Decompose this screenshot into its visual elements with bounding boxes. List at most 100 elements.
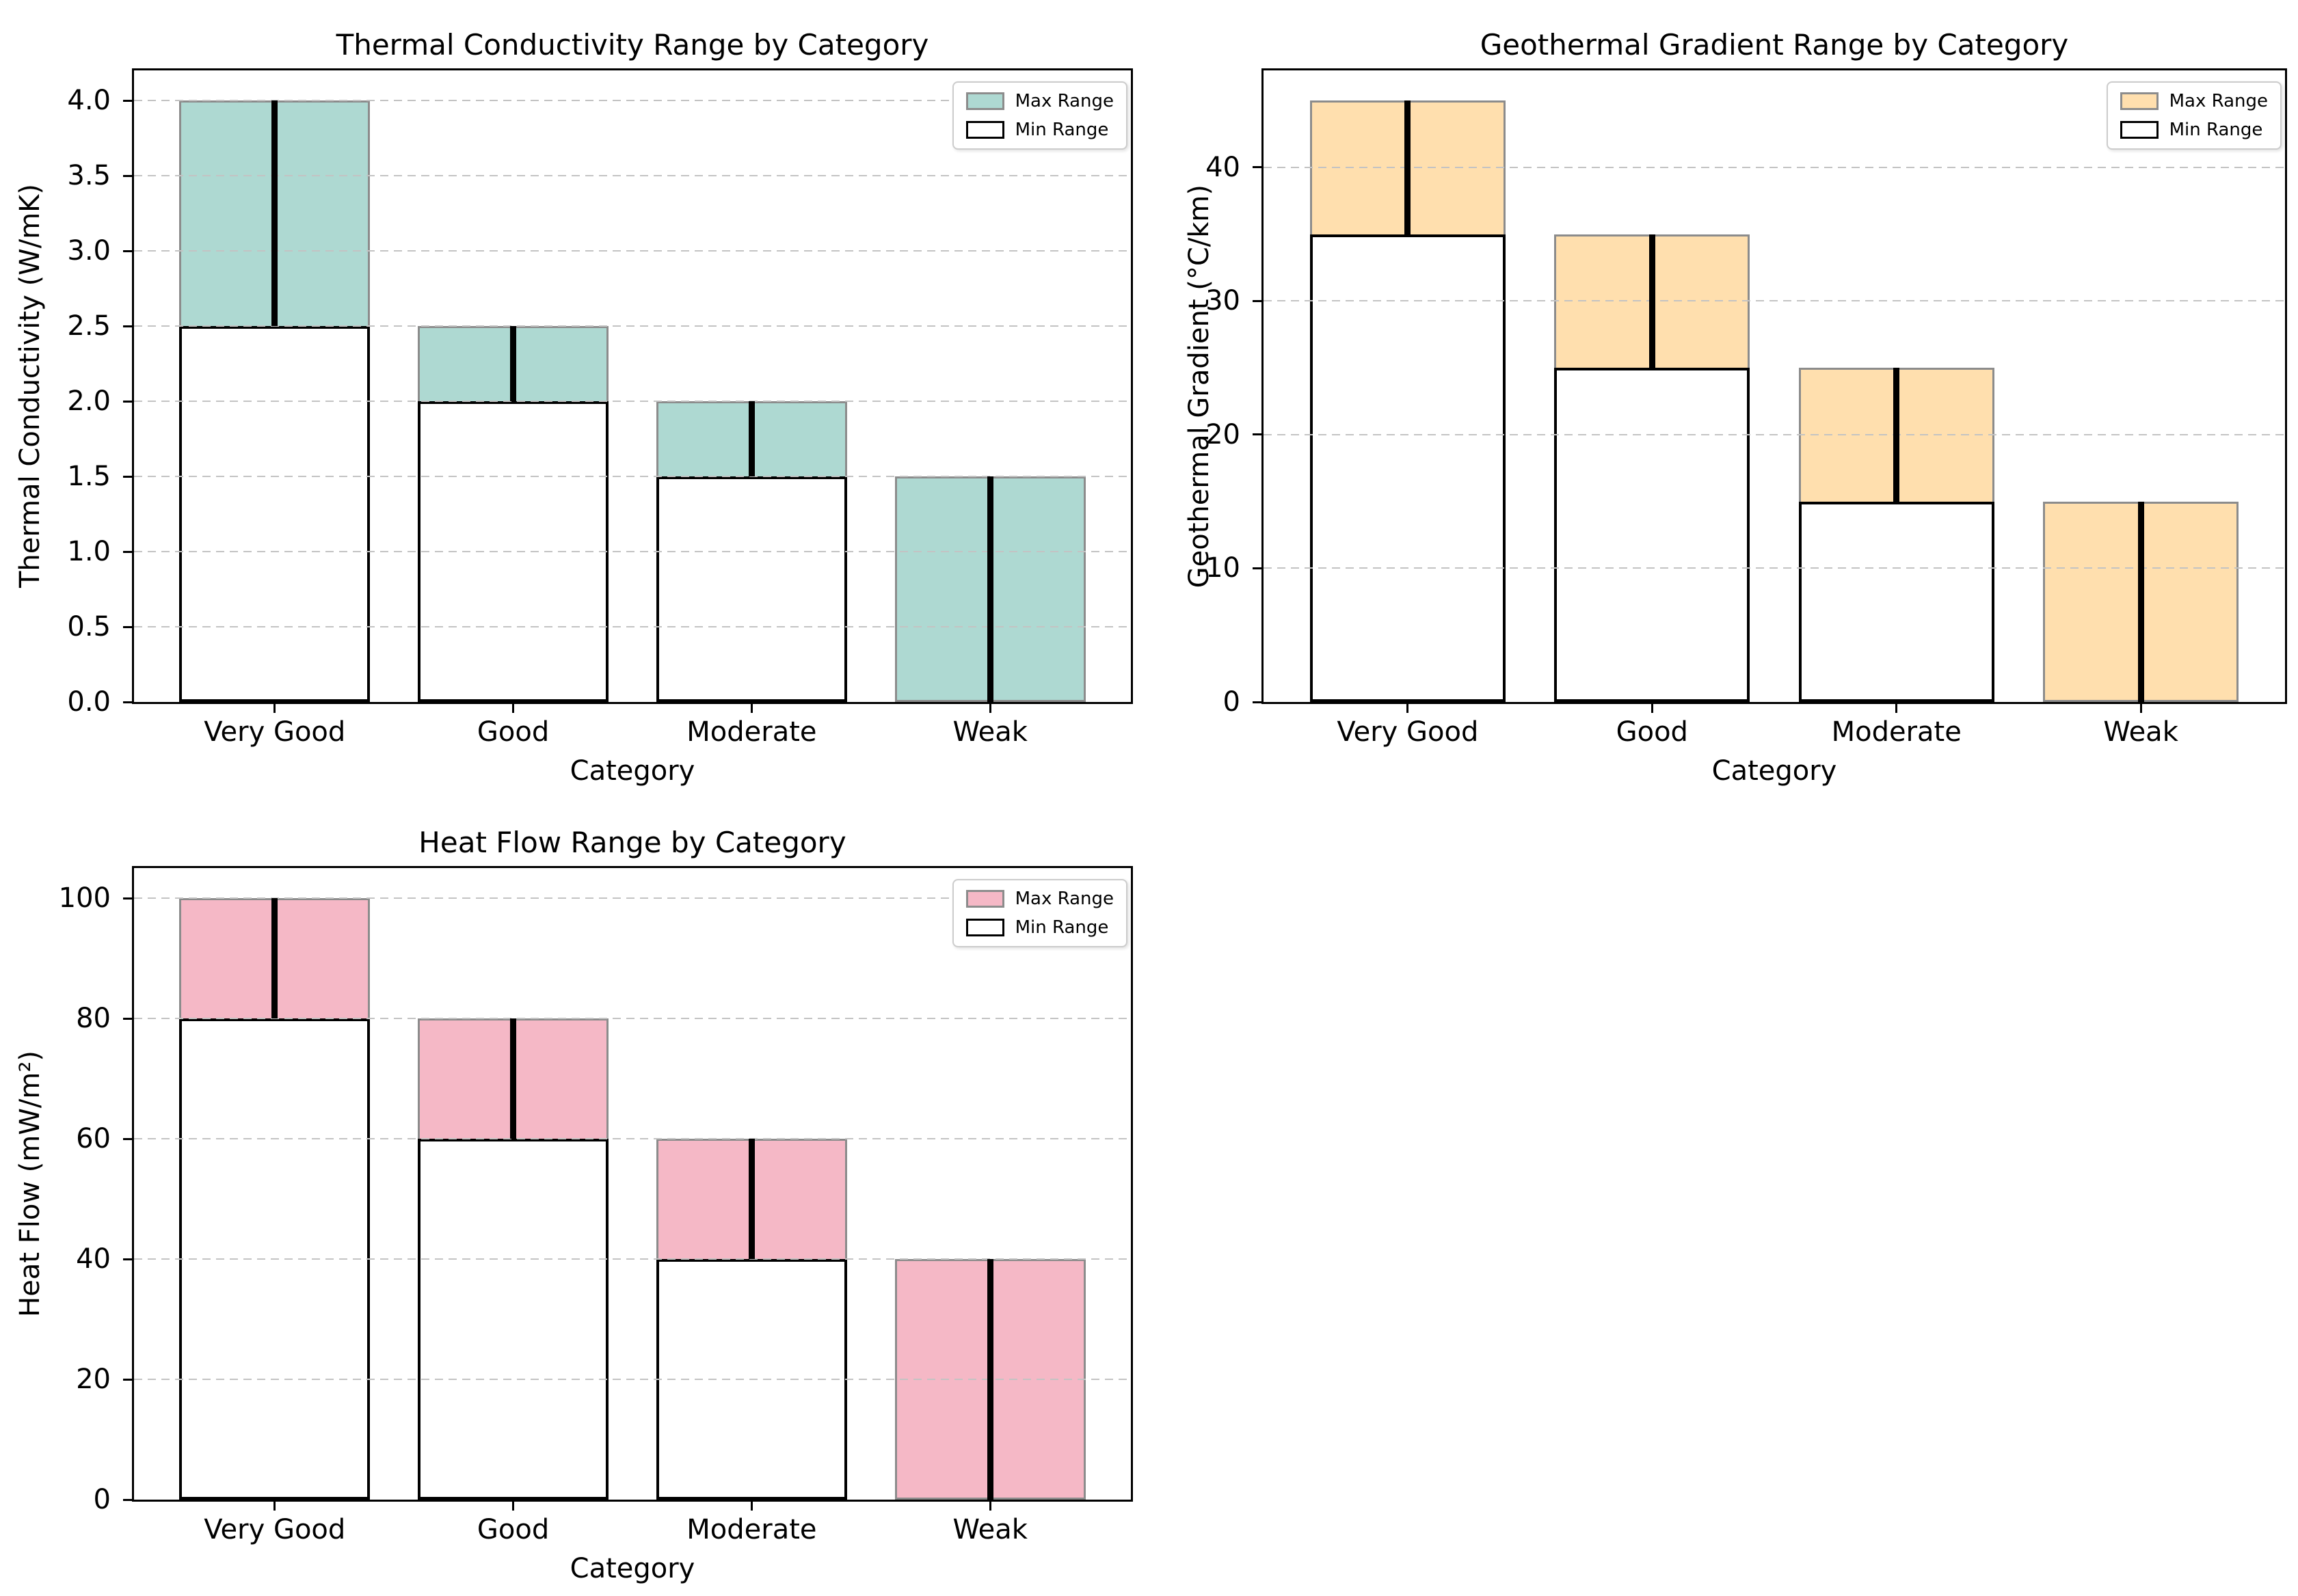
y-tick-label: 4.0 — [67, 85, 111, 116]
x-tick-mark — [512, 704, 515, 713]
y-tick-mark — [123, 99, 132, 102]
range-error-bar — [1648, 234, 1655, 368]
chart-title: Heat Flow Range by Category — [418, 826, 846, 859]
plot-area: Max Range Min Range 0 10 20 30 40 Very Good Go… — [1205, 68, 2287, 746]
min-range-bar — [656, 1259, 847, 1500]
legend-item-min: Min Range — [965, 919, 1114, 936]
x-tick-mark — [750, 1502, 753, 1511]
plot-area: Max Range Min Range 0.0 0.5 1.0 1.5 2.0 2.5 3.… — [67, 68, 1133, 746]
chart-title: Thermal Conductivity Range by Category — [336, 28, 929, 62]
range-error-bar — [748, 401, 755, 476]
x-tick-mark — [1651, 704, 1653, 713]
x-tick-label: Moderate — [686, 1514, 817, 1545]
x-tick-mark — [989, 1502, 991, 1511]
y-tick-mark — [123, 550, 132, 553]
x-tick-label: Good — [1616, 716, 1688, 748]
range-error-bar — [748, 1139, 755, 1259]
x-tick-label: Very Good — [204, 1514, 346, 1545]
legend-item-min: Min Range — [2120, 121, 2268, 139]
x-tick-mark — [750, 704, 753, 713]
legend: Max Range Min Range — [2106, 81, 2282, 150]
y-tick-label: 1.5 — [67, 461, 111, 492]
x-tick-label: Moderate — [686, 716, 817, 748]
y-tick-label: 20 — [76, 1364, 111, 1395]
y-tick-label: 60 — [76, 1123, 111, 1154]
min-range-bar — [179, 1018, 371, 1500]
x-tick-label: Very Good — [204, 716, 346, 748]
y-tick-label: 0 — [1223, 686, 1240, 718]
y-tick-mark — [1253, 166, 1261, 169]
range-error-bar — [1893, 368, 1900, 502]
range-error-bar — [510, 1018, 517, 1139]
y-axis-label-text: Geothermal Gradient (°C/km) — [1184, 184, 1215, 589]
y-tick-mark — [123, 249, 132, 252]
legend-min-patch — [2120, 121, 2159, 139]
min-range-bar — [1309, 234, 1506, 702]
legend-max-label: Max Range — [2169, 91, 2268, 111]
y-tick-mark — [1253, 433, 1261, 436]
y-tick-label: 1.0 — [67, 536, 111, 567]
range-error-bar — [2137, 501, 2144, 702]
x-tick-label: Good — [477, 1514, 550, 1545]
legend-min-patch — [965, 121, 1004, 139]
legend-max-patch — [2120, 92, 2159, 110]
legend: Max Range Min Range — [952, 879, 1127, 947]
legend-item-max: Max Range — [965, 91, 1114, 111]
y-tick-mark — [1253, 701, 1261, 703]
range-error-bar — [1404, 100, 1411, 234]
x-tick-mark — [273, 1502, 276, 1511]
y-tick-label: 0 — [93, 1484, 111, 1515]
y-tick-label: 2.0 — [67, 386, 111, 417]
legend-min-label: Min Range — [2169, 120, 2263, 140]
empty-quadrant — [1149, 798, 2298, 1596]
x-axis-label: Category — [570, 1553, 695, 1584]
legend-max-label: Max Range — [1015, 889, 1114, 909]
x-tick-mark — [989, 704, 991, 713]
legend-max-patch — [965, 92, 1004, 110]
min-range-bar — [418, 401, 609, 702]
y-tick-mark — [123, 1017, 132, 1020]
min-range-bar — [179, 326, 371, 702]
legend: Max Range Min Range — [952, 81, 1127, 150]
range-error-bar — [987, 1259, 993, 1500]
x-axis-label: Category — [1711, 755, 1837, 787]
y-tick-label: 40 — [76, 1243, 111, 1275]
min-range-bar — [656, 476, 847, 702]
legend-min-patch — [965, 919, 1004, 936]
y-tick-mark — [123, 897, 132, 900]
y-axis-label-text: Heat Flow (mW/m²) — [14, 1051, 46, 1317]
y-axis-label-text: Thermal Conductivity (W/mK) — [14, 184, 46, 589]
y-tick-label: 0.5 — [67, 611, 111, 643]
y-tick-mark — [123, 325, 132, 327]
legend-max-label: Max Range — [1015, 91, 1114, 111]
geothermal-gradient-chart: Geothermal Gradient Range by Category Ge… — [1149, 0, 2298, 798]
heat-flow-chart: Heat Flow Range by Category Heat Flow (m… — [0, 798, 1149, 1596]
legend-max-patch — [965, 890, 1004, 908]
y-tick-label: 80 — [76, 1003, 111, 1034]
range-error-bar — [510, 326, 517, 401]
x-tick-label: Weak — [952, 1514, 1028, 1545]
thermal-conductivity-chart: Thermal Conductivity Range by Category T… — [0, 0, 1149, 798]
y-tick-label: 3.0 — [67, 235, 111, 267]
x-tick-mark — [273, 704, 276, 713]
chart-title: Geothermal Gradient Range by Category — [1480, 28, 2069, 62]
y-tick-label: 10 — [1205, 552, 1240, 584]
y-tick-label: 0.0 — [67, 686, 111, 718]
y-tick-mark — [123, 1498, 132, 1501]
y-tick-mark — [123, 1137, 132, 1140]
y-tick-mark — [123, 174, 132, 177]
y-tick-label: 20 — [1205, 418, 1240, 450]
min-range-bar — [418, 1139, 609, 1500]
range-error-bar — [271, 898, 278, 1018]
y-tick-label: 100 — [58, 882, 111, 914]
y-tick-mark — [123, 1258, 132, 1260]
x-tick-label: Weak — [2103, 716, 2178, 748]
x-tick-mark — [512, 1502, 515, 1511]
x-tick-label: Moderate — [1831, 716, 1962, 748]
y-axis-label: Thermal Conductivity (W/mK) — [12, 68, 48, 704]
plot-area: Max Range Min Range 0 20 40 60 80 100 Very Goo… — [59, 866, 1133, 1543]
legend-item-min: Min Range — [965, 121, 1114, 139]
y-tick-mark — [123, 475, 132, 478]
y-tick-mark — [1253, 567, 1261, 569]
